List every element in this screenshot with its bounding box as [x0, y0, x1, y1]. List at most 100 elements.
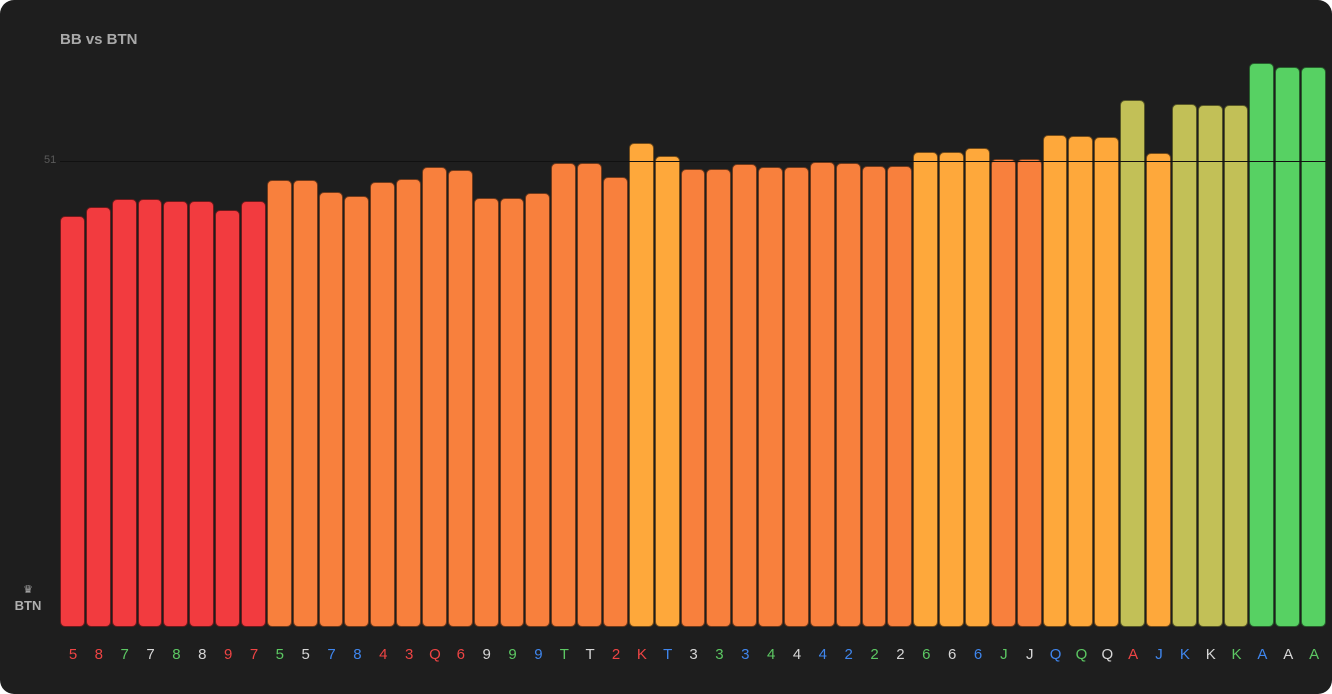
bar [1042, 135, 1068, 627]
bar [1120, 99, 1145, 627]
bar [577, 162, 602, 627]
bar [835, 162, 861, 627]
reference-line [60, 161, 1326, 162]
x-tick-label: J [1025, 646, 1034, 663]
x-tick-label: J [1000, 646, 1008, 663]
x-tick-label: T [663, 646, 673, 663]
bar [85, 206, 111, 627]
bar [706, 169, 732, 627]
bar [318, 192, 344, 627]
chart-title: BB vs BTN [60, 31, 138, 48]
x-tick-label: K [1179, 646, 1190, 663]
bar [215, 210, 240, 627]
x-tick-label: T [559, 646, 569, 663]
x-tick-label: 4 [766, 646, 776, 663]
bar [913, 151, 939, 627]
x-tick-label: 8 [172, 646, 181, 663]
bar [422, 167, 447, 627]
x-tick-label: 3 [689, 646, 698, 663]
bar [990, 159, 1016, 627]
x-tick-label: 2 [896, 646, 905, 663]
bar [344, 195, 370, 627]
bar [1301, 66, 1326, 627]
x-tick-label: 3 [715, 646, 724, 663]
x-tick-label: 4 [818, 646, 828, 663]
bar [680, 169, 706, 627]
x-tick-label: A [1257, 646, 1268, 663]
bar [551, 162, 577, 627]
bar [1223, 105, 1249, 627]
x-tick-label: 2 [844, 646, 853, 663]
x-tick-label: 6 [973, 646, 983, 663]
x-tick-label: 3 [404, 646, 414, 663]
x-tick-label: 6 [922, 646, 931, 663]
player-label: ♛ BTN [8, 584, 48, 613]
bar [732, 163, 758, 627]
x-tick-label: 5 [301, 646, 310, 663]
bar [473, 197, 499, 627]
x-tick-label: K [1231, 646, 1242, 663]
x-tick-label: Q [1101, 646, 1114, 663]
bar [1146, 152, 1171, 627]
x-tick-label: 6 [947, 646, 957, 663]
bar [137, 199, 163, 627]
bar [809, 161, 835, 627]
x-tick-label: 5 [68, 646, 78, 663]
bar [603, 176, 628, 627]
bar [1016, 159, 1042, 627]
x-tick-label: Q [1049, 646, 1062, 663]
y-tick-label: 51 [44, 154, 57, 166]
x-tick-label: 8 [198, 646, 207, 663]
x-tick-label: A [1128, 646, 1139, 663]
bar [1171, 104, 1197, 627]
bar [396, 179, 421, 627]
x-tick-label: 8 [353, 646, 362, 663]
bar [628, 142, 654, 627]
x-tick-label: 6 [456, 646, 466, 663]
x-tick-label: 2 [870, 646, 879, 663]
crown-icon: ♛ [23, 584, 33, 596]
bar [525, 192, 551, 627]
bar [163, 201, 189, 627]
bar [1068, 136, 1094, 627]
x-tick-label: 7 [120, 646, 129, 663]
bar [292, 180, 318, 627]
bar [965, 148, 990, 627]
player-name: BTN [14, 598, 42, 613]
bar [784, 167, 809, 627]
x-tick-label: A [1309, 646, 1320, 663]
x-tick-label: 7 [146, 646, 155, 663]
x-tick-label: T [585, 646, 595, 663]
bar [370, 182, 396, 627]
bar [939, 151, 964, 627]
bar [241, 201, 266, 627]
bar [758, 167, 783, 627]
x-tick-label: 8 [94, 646, 104, 663]
bar [887, 166, 913, 627]
x-tick-label: Q [429, 646, 441, 663]
bar [861, 166, 887, 627]
x-tick-label: 7 [249, 646, 259, 663]
bar [654, 156, 680, 627]
x-tick-label: 2 [611, 646, 621, 663]
x-tick-label: 9 [482, 646, 491, 663]
x-tick-label: 4 [792, 646, 802, 663]
x-tick-label: A [1283, 646, 1294, 663]
bar [60, 215, 85, 627]
x-tick-label: 4 [379, 646, 388, 663]
x-tick-label: Q [1075, 646, 1088, 663]
x-tick-label: 9 [223, 646, 233, 663]
bar [189, 201, 215, 627]
x-tick-label: 9 [508, 646, 517, 663]
bar [447, 170, 473, 627]
x-tick-label: K [1205, 646, 1216, 663]
x-tick-label: J [1155, 646, 1163, 663]
x-tick-label: 5 [275, 646, 285, 663]
x-tick-label: 7 [327, 646, 336, 663]
x-tick-label: 3 [741, 646, 750, 663]
bar [1197, 105, 1223, 627]
bar [1249, 63, 1275, 627]
bar [111, 199, 137, 627]
